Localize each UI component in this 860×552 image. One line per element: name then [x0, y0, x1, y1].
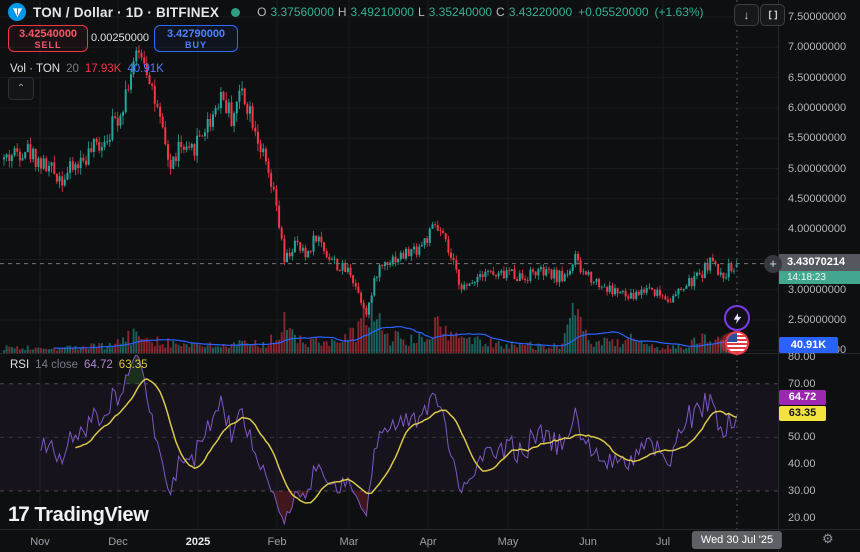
arrow-down-icon: ↓	[743, 8, 750, 22]
rsi-ma-axis-label: 63.35	[779, 406, 826, 421]
rsi-axis-tick: 20.00	[788, 511, 816, 524]
last-price-label: 3.43070214	[779, 254, 860, 271]
fullscreen-button[interactable]	[760, 4, 785, 26]
price-axis-tick: 7.50000000	[788, 11, 847, 23]
add-alert-plus-button[interactable]: +	[764, 255, 782, 273]
chevron-up-icon: ⌃	[16, 83, 26, 94]
pane-separator[interactable]	[0, 353, 860, 354]
settings-gear-icon[interactable]: ⚙	[822, 531, 834, 546]
event-us-flag-icon[interactable]	[725, 331, 749, 355]
low-label: L	[417, 5, 425, 19]
price-axis-tick: 7.00000000	[788, 41, 847, 54]
volume-legend-title: Vol · TON	[10, 63, 61, 75]
volume-legend-period: 20	[66, 63, 79, 75]
price-scale-separator	[778, 0, 779, 552]
price-axis-tick: 2.50000000	[788, 314, 847, 326]
buy-label: BUY	[184, 39, 207, 50]
ton-logo-icon	[8, 3, 26, 21]
tradingview-logo-text: TradingView	[34, 503, 149, 526]
change-value: +0.05520000	[578, 5, 649, 19]
rsi-axis-tick: 50.00	[788, 431, 816, 444]
close-label: C	[496, 5, 505, 19]
rsi-axis-tick: 30.00	[788, 485, 816, 497]
volume-legend-value: 17.93K	[84, 63, 122, 75]
change-percent: (+1.63%)	[654, 5, 704, 19]
ohlc-values: O 3.37560000 H 3.49210000 L 3.35240000 C…	[257, 5, 703, 19]
price-axis-tick: 4.00000000	[788, 223, 847, 236]
rsi-legend-ma-value: 63.35	[118, 359, 148, 371]
time-axis-tick: Feb	[267, 536, 287, 548]
time-axis-separator	[0, 529, 860, 530]
time-axis-tick: Jun	[579, 536, 597, 548]
rsi-axis-label: 64.72	[779, 390, 826, 405]
market-status-dot[interactable]	[231, 7, 241, 17]
price-scale[interactable]: 20.0030.0040.0050.0060.0070.0080.002.000…	[764, 0, 860, 529]
pane-collapse-button[interactable]: ⌃	[8, 77, 34, 100]
high-label: H	[337, 5, 347, 19]
time-axis-tick: Nov	[30, 536, 50, 548]
price-axis-tick: 6.00000000	[788, 101, 847, 114]
rsi-legend-title: RSI	[10, 359, 30, 371]
rsi-legend-params: 14 close	[35, 359, 79, 371]
price-axis-tick: 4.50000000	[788, 192, 847, 205]
bar-countdown-label: 14:18:23	[779, 271, 860, 284]
rsi-axis-tick: 80.00	[788, 351, 816, 363]
rsi-legend-value: 64.72	[84, 359, 113, 371]
time-axis-tick: 2025	[185, 536, 211, 548]
flag-canton	[727, 333, 737, 342]
symbol-title[interactable]: TON / Dollar · 1D · BITFINEX	[33, 4, 220, 20]
low-value: 3.35240000	[428, 5, 493, 19]
close-value: 3.43220000	[508, 5, 573, 19]
price-axis-tick: 3.00000000	[788, 283, 847, 296]
price-axis-tick: 6.50000000	[788, 71, 847, 84]
sell-label: SELL	[34, 39, 62, 50]
time-axis[interactable]: Wed 30 Jul '25 Nov Dec 2025 Feb Mar Apr May Jun…	[0, 529, 860, 552]
buy-price: 3.42790000	[166, 27, 226, 40]
crosshair-date-label: Wed 30 Jul '25	[691, 531, 783, 549]
symbol-header: TON / Dollar · 1D · BITFINEX O 3.3756000…	[8, 3, 704, 21]
high-value: 3.49210000	[350, 5, 414, 19]
open-value: 3.37560000	[270, 5, 334, 19]
time-axis-tick: Apr	[419, 536, 437, 548]
open-label: O	[257, 5, 267, 19]
spread-value: 0.00250000	[90, 32, 150, 44]
scroll-to-realtime-button[interactable]: ↓	[734, 4, 759, 26]
price-axis-tick: 5.50000000	[788, 132, 847, 145]
volume-ma-axis-label: 40.91K	[779, 337, 838, 353]
time-axis-tick: Mar	[339, 536, 359, 548]
rsi-axis-tick: 70.00	[788, 377, 816, 390]
volume-legend-ma-value: 40.91K	[127, 63, 164, 75]
sell-price: 3.42540000	[18, 27, 78, 40]
time-axis-tick: Jul	[655, 536, 671, 548]
rsi-axis-tick: 40.00	[788, 458, 816, 471]
rsi-legend: RSI 14 close 64.72 63.35	[10, 359, 148, 371]
tradingview-logo-mark: 17	[8, 503, 30, 526]
buy-button[interactable]: 3.42790000 BUY	[154, 25, 238, 52]
volume-legend: Vol · TON 20 17.93K 40.91K	[10, 63, 164, 75]
fullscreen-icon	[767, 9, 779, 21]
sell-button[interactable]: 3.42540000 SELL	[8, 25, 88, 52]
event-lightning-icon[interactable]	[724, 305, 750, 331]
time-axis-tick: Dec	[108, 536, 128, 548]
tradingview-logo-link[interactable]: 17 TradingView	[8, 503, 149, 527]
price-axis-tick: 5.00000000	[788, 162, 847, 175]
time-axis-tick: May	[497, 536, 519, 548]
